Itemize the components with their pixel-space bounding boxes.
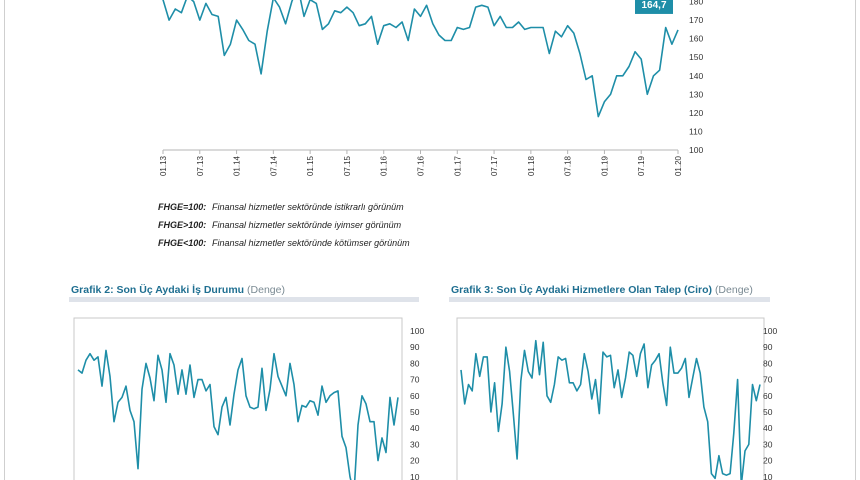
x-tick-label: 07.19 xyxy=(637,155,646,176)
y-tick-label: 170 xyxy=(689,15,703,25)
y-tick-label: 160 xyxy=(689,34,703,44)
x-tick-label: 07.13 xyxy=(196,155,205,176)
y-tick-label: 50 xyxy=(410,407,420,417)
x-tick-label: 01.17 xyxy=(453,155,462,176)
y-tick-label: 50 xyxy=(763,407,773,417)
y-tick-label: 80 xyxy=(763,358,773,368)
chart-2-business-situation: 10 20 30 40 50 60 70 80 90 100 xyxy=(73,317,424,480)
legend-text: Finansal hizmetler sektöründe iyimser gö… xyxy=(212,220,402,230)
y-tick-label: 20 xyxy=(763,456,773,466)
legend-key: FHGE<100: xyxy=(158,238,207,248)
page-border-left xyxy=(4,0,5,480)
y-tick-label: 90 xyxy=(763,342,773,352)
x-tick-label: 01.19 xyxy=(600,155,609,176)
y-tick-label: 100 xyxy=(689,145,703,155)
chart-1-legend: FHGE=100: Finansal hizmetler sektöründe … xyxy=(158,198,410,252)
page-border-right xyxy=(855,0,856,480)
series-line xyxy=(162,0,679,118)
y-tick-label: 70 xyxy=(410,375,420,385)
plot-frame xyxy=(73,317,403,480)
x-tick-label: 07.18 xyxy=(564,155,573,176)
y-tick-label: 130 xyxy=(689,89,703,99)
series-line xyxy=(77,349,399,480)
y-tick-label: 60 xyxy=(410,391,420,401)
legend-key: FHGE>100: xyxy=(158,220,207,230)
chart-2-subtitle: (Denge) xyxy=(247,284,285,296)
y-tick-label: 10 xyxy=(410,472,420,480)
x-tick-label: 07.15 xyxy=(343,155,352,176)
chart-2-title-text: Grafik 2: Son Üç Aydaki İş Durumu xyxy=(71,284,245,296)
chart-3-title-text: Grafik 3: Son Üç Aydaki Hizmetlere Olan … xyxy=(451,284,713,296)
plot-frame xyxy=(456,317,765,480)
chart-3-service-demand: 10 20 30 40 50 60 70 80 90 100 xyxy=(456,317,777,480)
y-tick-label: 80 xyxy=(410,358,420,368)
chart-1-fhge-line-chart: 100 110 120 130 140 150 160 170 180 01.13 07.13 01.… xyxy=(159,0,703,176)
chart-2-title: Grafik 2: Son Üç Aydaki İş Durumu (Denge… xyxy=(71,284,285,296)
x-tick-label: 01.20 xyxy=(674,155,683,176)
y-tick-label: 110 xyxy=(689,126,703,136)
x-tick-label: 07.14 xyxy=(269,155,278,176)
last-value-label: 164,7 xyxy=(641,0,666,11)
y-tick-label: 70 xyxy=(763,375,773,385)
series-line xyxy=(460,339,761,480)
x-tick-label: 07.17 xyxy=(490,155,499,176)
legend-row: FHGE>100: Finansal hizmetler sektöründe … xyxy=(158,216,410,234)
x-tick-label: 01.14 xyxy=(233,155,242,176)
y-tick-label: 180 xyxy=(689,0,703,7)
x-tick-label: 01.15 xyxy=(306,155,315,176)
chart-3-subtitle: (Denge) xyxy=(714,284,753,296)
y-tick-label: 20 xyxy=(410,456,420,466)
y-tick-label: 90 xyxy=(410,342,420,352)
last-value-callout xyxy=(635,0,673,14)
y-tick-label: 40 xyxy=(763,423,773,433)
legend-row: FHGE=100: Finansal hizmetler sektöründe … xyxy=(158,198,410,216)
legend-row: FHGE<100: Finansal hizmetler sektöründe … xyxy=(158,234,410,252)
x-tick-label: 01.13 xyxy=(159,155,168,176)
x-tick-label: 01.16 xyxy=(380,155,389,176)
y-tick-label: 30 xyxy=(763,439,773,449)
y-tick-label: 140 xyxy=(689,71,703,81)
y-tick-label: 100 xyxy=(410,326,424,336)
y-tick-label: 120 xyxy=(689,108,703,118)
y-tick-label: 30 xyxy=(410,439,420,449)
y-tick-label: 60 xyxy=(763,391,773,401)
x-tick-label: 07.16 xyxy=(417,155,426,176)
chart-3-title-rule xyxy=(449,297,770,302)
legend-key: FHGE=100: xyxy=(158,202,207,212)
chart-3-title: Grafik 3: Son Üç Aydaki Hizmetlere Olan … xyxy=(451,284,753,296)
chart-2-title-rule xyxy=(69,297,419,302)
y-tick-label: 40 xyxy=(410,423,420,433)
legend-text: Finansal hizmetler sektöründe istikrarlı… xyxy=(212,202,404,212)
y-tick-label: 150 xyxy=(689,52,703,62)
legend-text: Finansal hizmetler sektöründe kötümser g… xyxy=(212,238,410,248)
x-tick-label: 01.18 xyxy=(527,155,536,176)
y-tick-label: 10 xyxy=(763,472,773,480)
y-tick-label: 100 xyxy=(763,326,777,336)
